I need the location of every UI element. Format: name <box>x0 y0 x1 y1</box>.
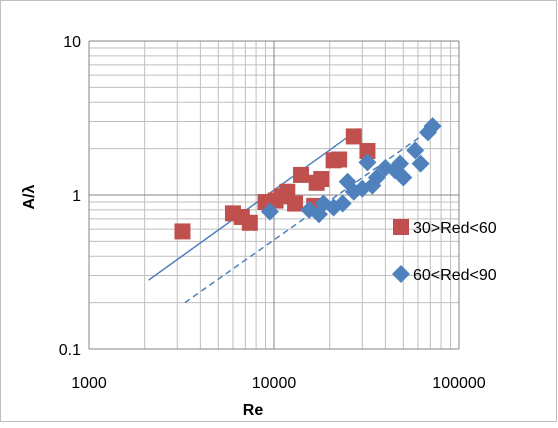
trendlines <box>148 126 435 304</box>
data-point-square <box>293 166 310 183</box>
data-point-diamond <box>411 154 430 173</box>
y-axis-label: A/λ <box>21 184 38 209</box>
x-tick-label: 10000 <box>252 375 297 392</box>
data-point-square <box>331 151 348 168</box>
legend-marker-diamond <box>392 265 410 283</box>
data-point-square <box>174 223 191 240</box>
data-point-square <box>287 195 304 212</box>
data-point-square <box>359 143 376 160</box>
data-point-square <box>241 214 258 231</box>
y-tick-label: 10 <box>63 34 81 51</box>
y-tick-label: 1 <box>72 188 81 205</box>
y-tick-labels: 0.1 1 10 <box>59 34 81 359</box>
y-tick-label: 0.1 <box>59 342 81 359</box>
data-point-diamond <box>358 153 377 172</box>
data-points <box>174 117 442 240</box>
x-tick-labels: 1000 10000 100000 <box>71 375 486 392</box>
x-tick-label: 1000 <box>71 375 107 392</box>
data-point-diamond <box>333 194 352 213</box>
legend-label: 30>Red<60 <box>413 220 497 237</box>
data-point-diamond <box>391 154 410 173</box>
x-axis-label: Re <box>243 402 264 419</box>
data-point-diamond <box>260 202 279 221</box>
data-point-diamond <box>394 168 413 187</box>
x-tick-label: 100000 <box>432 375 485 392</box>
data-point-diamond <box>367 168 386 187</box>
data-point-square <box>313 171 330 188</box>
legend-label: 60<Red<90 <box>413 267 497 284</box>
legend-marker-square <box>393 219 409 235</box>
trendline-solid <box>148 127 360 281</box>
data-point-square <box>345 128 362 145</box>
data-point-diamond <box>406 141 425 160</box>
legend: 30>Red<60 60<Red<90 <box>392 219 497 284</box>
data-point-diamond <box>423 117 442 136</box>
